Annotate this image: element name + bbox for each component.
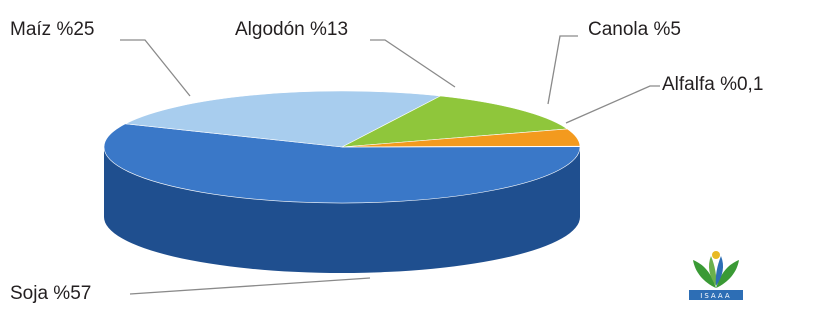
slice-label-maíz: Maíz %25 [10,19,94,40]
leader-line-soja [129,277,371,295]
leader-line-maíz [120,39,191,97]
pie-3d-sides [104,147,580,273]
slice-label-soja: Soja %57 [10,283,91,304]
pie-slice-algodón [341,95,569,148]
label-leader-lines [120,35,660,295]
pie-side-soja [104,147,580,273]
slice-labels: Soja %57 Maíz %25 Algodón %13 Canola %5 Alfa… [10,19,763,304]
pie-top-faces [103,90,581,204]
slice-label-canola: Canola %5 [588,19,681,40]
isaaa-logo: ISAAA [689,248,743,300]
pie-slice-maíz [124,90,442,148]
leader-line-canola [547,35,578,105]
leader-line-alfalfa [565,85,660,124]
pie-slice-alfalfa [341,145,581,148]
slice-label-algodón: Algodón %13 [235,19,348,40]
leader-line-algodón [370,39,456,88]
logo-text: ISAAA [700,292,731,300]
pie-slice-soja [103,123,581,204]
slice-label-alfalfa: Alfalfa %0,1 [662,74,763,95]
